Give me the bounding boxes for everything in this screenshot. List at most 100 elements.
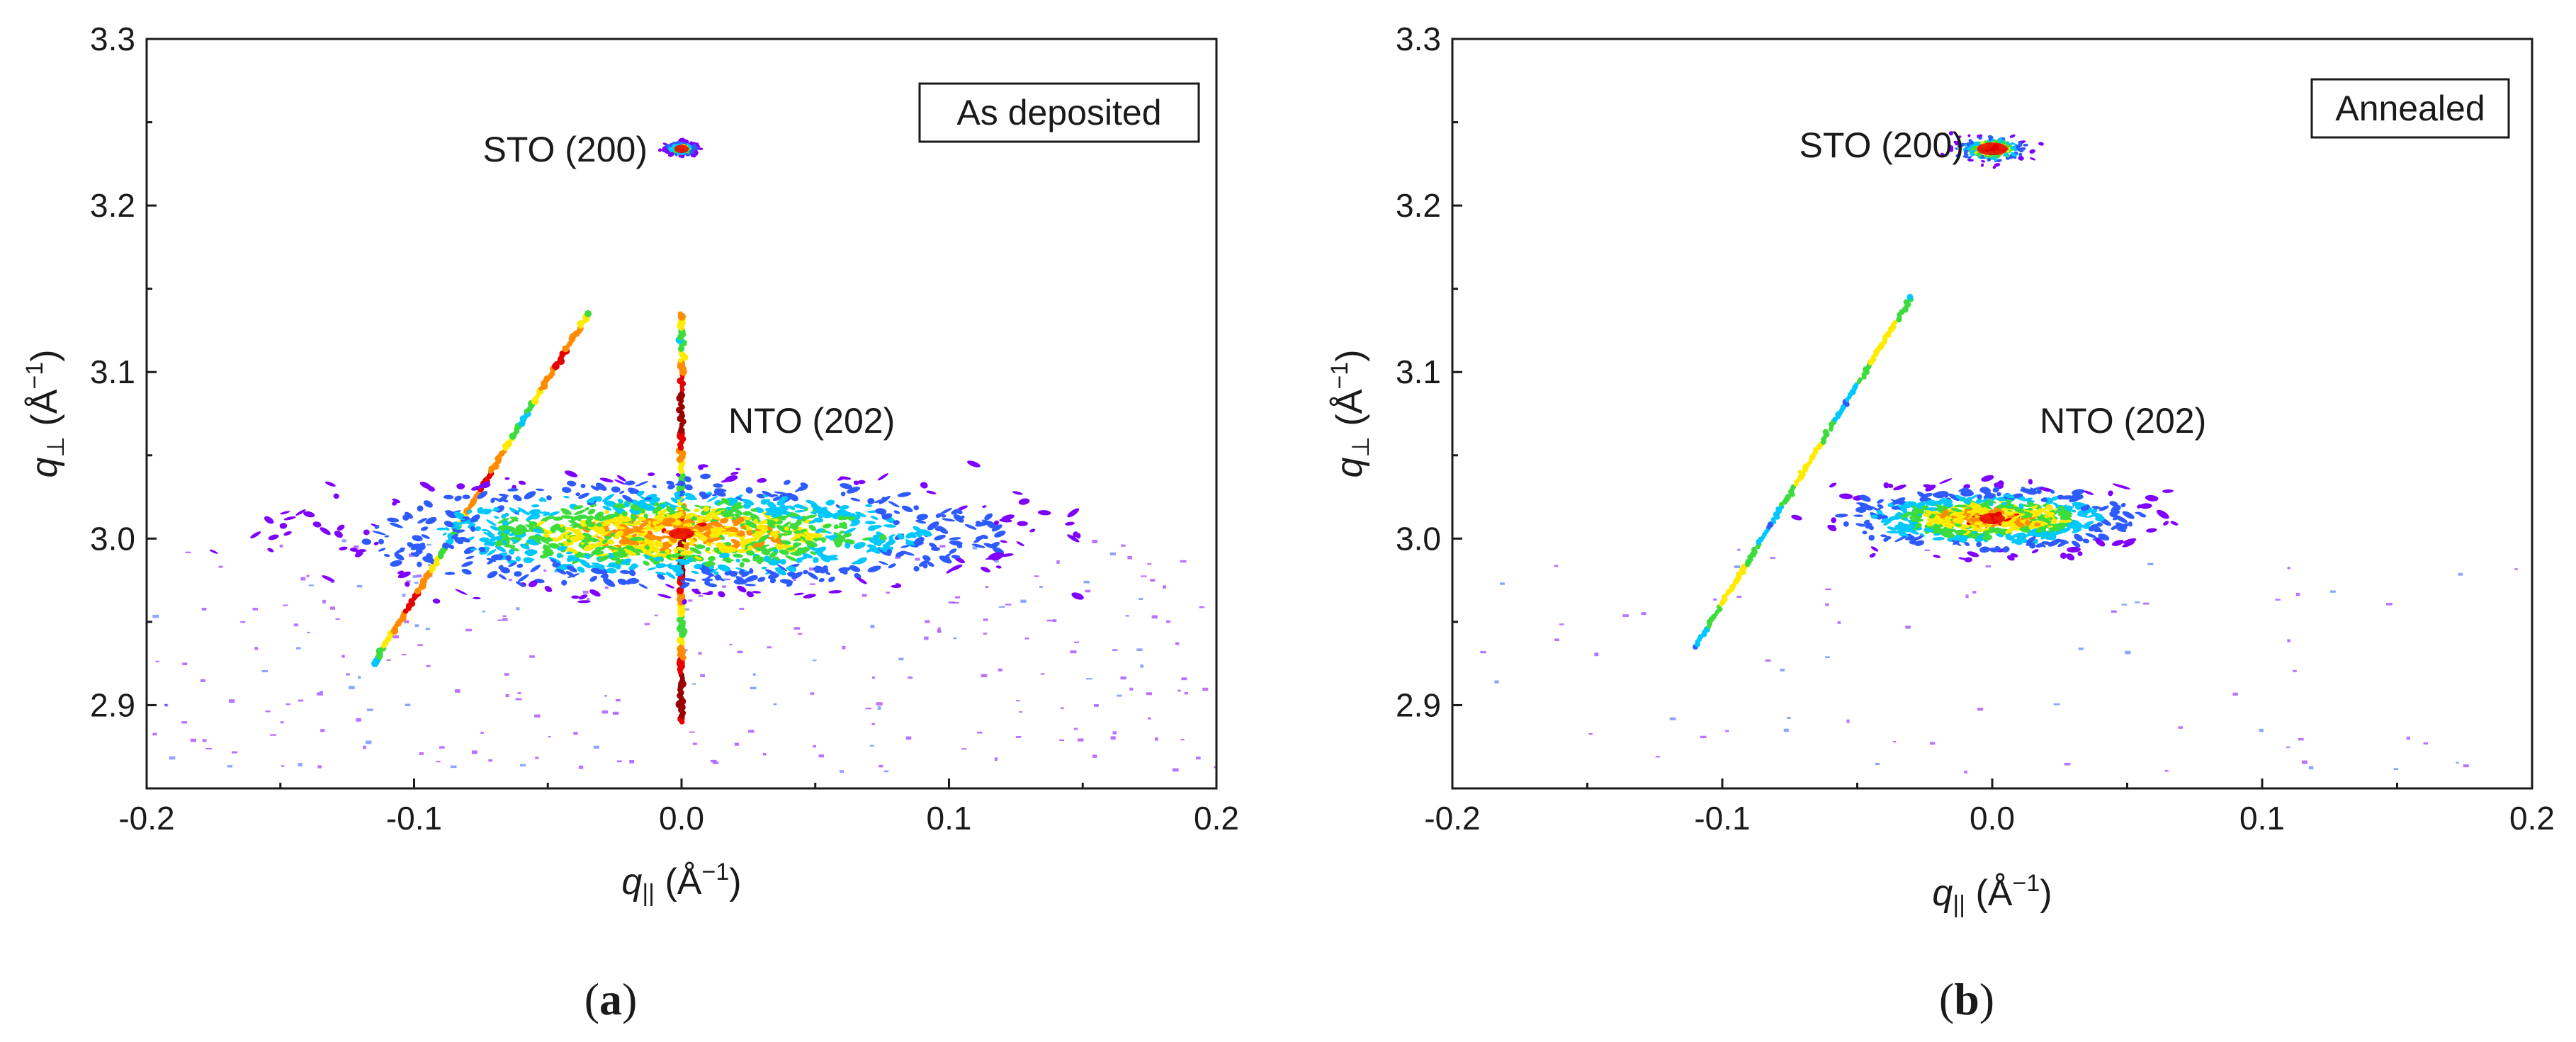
nto-peak-pixel bbox=[2047, 538, 2061, 547]
noise-pixel bbox=[471, 750, 478, 754]
nto-peak-pixel bbox=[949, 537, 961, 540]
noise-pixel bbox=[1059, 739, 1064, 742]
nto-peak-pixel bbox=[481, 528, 488, 531]
nto-peak-pixel bbox=[556, 553, 563, 558]
nto-peak-pixel bbox=[674, 482, 684, 486]
noise-pixel bbox=[1641, 612, 1646, 616]
y-axis-unit-b: (Å bbox=[1329, 389, 1370, 436]
nto-peak-pixel bbox=[1992, 527, 2004, 534]
noise-pixel bbox=[1166, 620, 1171, 623]
nto-peak-pixel bbox=[751, 533, 760, 540]
nto-peak-pixel bbox=[2021, 528, 2031, 533]
nto-peak-pixel bbox=[1834, 514, 1848, 518]
nto-peak-pixel bbox=[1970, 524, 1980, 531]
nto-peak-pixel bbox=[684, 484, 693, 491]
noise-pixel bbox=[480, 732, 484, 734]
nto-peak-pixel bbox=[888, 534, 896, 538]
nto-peak-pixel bbox=[691, 570, 699, 574]
noise-pixel bbox=[2456, 761, 2459, 764]
noise-pixel bbox=[1837, 621, 1841, 624]
nto-peak-pixel bbox=[604, 536, 611, 540]
nto-peak-pixel bbox=[402, 514, 409, 521]
nto-peak-pixel bbox=[2039, 543, 2046, 548]
nto-peak-pixel bbox=[1791, 514, 1802, 521]
nto-peak-pixel bbox=[2111, 540, 2124, 546]
noise-pixel bbox=[1737, 548, 1741, 551]
nto-peak-pixel bbox=[767, 522, 776, 528]
nto-peak-pixel bbox=[487, 532, 495, 538]
x-axis-q-b: q bbox=[1932, 873, 1953, 914]
nto-peak-pixel bbox=[981, 567, 990, 573]
nto-peak-pixel bbox=[2058, 539, 2069, 544]
noise-pixel bbox=[509, 578, 512, 582]
nto-peak-pixel bbox=[667, 511, 678, 516]
nto-peak-pixel bbox=[705, 547, 711, 552]
nto-peak-pixel bbox=[1906, 536, 1911, 540]
caption-open-b: ( bbox=[1939, 974, 1954, 1024]
noise-pixel bbox=[516, 607, 520, 611]
nto-peak-pixel bbox=[531, 514, 541, 520]
x-axis-title-a: q|| (Å−1) bbox=[621, 859, 741, 907]
noise-pixel bbox=[152, 732, 157, 736]
nto-peak-pixel bbox=[752, 576, 758, 581]
noise-pixel bbox=[231, 751, 238, 754]
nto-peak-pixel bbox=[694, 531, 706, 539]
nto-peak-pixel bbox=[916, 533, 922, 538]
noise-pixel bbox=[684, 649, 688, 652]
noise-pixel bbox=[1112, 649, 1118, 651]
nto-peak-pixel bbox=[606, 567, 617, 574]
nto-peak-pixel bbox=[1972, 531, 1978, 534]
noise-pixel bbox=[1622, 614, 1629, 617]
nto-peak-pixel bbox=[2005, 533, 2012, 540]
nto-peak-pixel bbox=[1870, 546, 1879, 552]
nto-peak-pixel bbox=[2157, 509, 2169, 519]
nto-peak-pixel bbox=[399, 547, 405, 553]
nto-peak-pixel bbox=[844, 542, 851, 549]
nto-peak-pixel bbox=[1941, 531, 1955, 538]
noise-pixel bbox=[293, 623, 299, 627]
sto-peak-pixel bbox=[1988, 137, 1992, 142]
noise-pixel bbox=[1024, 637, 1029, 640]
noise-pixel bbox=[877, 706, 881, 710]
nto-peak-pixel bbox=[686, 492, 696, 498]
nto-peak-pixel bbox=[1001, 514, 1015, 521]
nto-peak-pixel bbox=[1981, 497, 1989, 503]
nto-peak-pixel bbox=[900, 550, 915, 556]
nto-peak-pixel bbox=[622, 494, 633, 502]
nto-peak-pixel bbox=[590, 567, 604, 574]
nto-peak-pixel bbox=[644, 497, 652, 501]
nto-peak-pixel bbox=[777, 533, 791, 536]
nto-peak-pixel bbox=[2140, 503, 2152, 509]
nto-peak-pixel bbox=[1932, 500, 1943, 504]
nto-peak-pixel bbox=[839, 505, 849, 510]
nto-peak-pixel bbox=[495, 540, 502, 547]
nto-peak-pixel bbox=[463, 546, 476, 555]
nto-peak-pixel bbox=[349, 548, 358, 552]
noise-pixel bbox=[1074, 641, 1080, 643]
nto-peak-pixel bbox=[704, 579, 711, 586]
sto-peak-pixel bbox=[661, 148, 667, 153]
x-axis-sub-b: || bbox=[1953, 891, 1965, 918]
x-tick-label: 0.2 bbox=[2509, 800, 2555, 837]
nto-peak-pixel bbox=[2010, 553, 2018, 557]
nto-peak-pixel bbox=[546, 538, 553, 542]
noise-pixel bbox=[252, 608, 259, 611]
nto-peak-pixel bbox=[1067, 508, 1080, 518]
noise-pixel bbox=[218, 565, 223, 568]
nto-peak-pixel bbox=[637, 543, 648, 549]
y-axis-close-a: ) bbox=[24, 349, 65, 361]
nto-peak-pixel bbox=[2084, 521, 2094, 526]
nto-peak-pixel bbox=[1954, 504, 1968, 508]
nto-peak-pixel bbox=[520, 543, 530, 550]
nto-peak-pixel bbox=[895, 551, 905, 557]
nto-peak-pixel bbox=[767, 502, 777, 510]
nto-peak-pixel bbox=[927, 561, 934, 567]
nto-peak-pixel bbox=[935, 513, 942, 519]
caption-close-b: ) bbox=[1979, 974, 1994, 1024]
nto-peak-pixel bbox=[495, 545, 507, 553]
nto-peak-pixel bbox=[675, 506, 684, 511]
noise-pixel bbox=[1770, 557, 1775, 559]
noise-pixel bbox=[202, 739, 207, 742]
noise-pixel bbox=[937, 630, 942, 633]
noise-pixel bbox=[1977, 708, 1984, 711]
